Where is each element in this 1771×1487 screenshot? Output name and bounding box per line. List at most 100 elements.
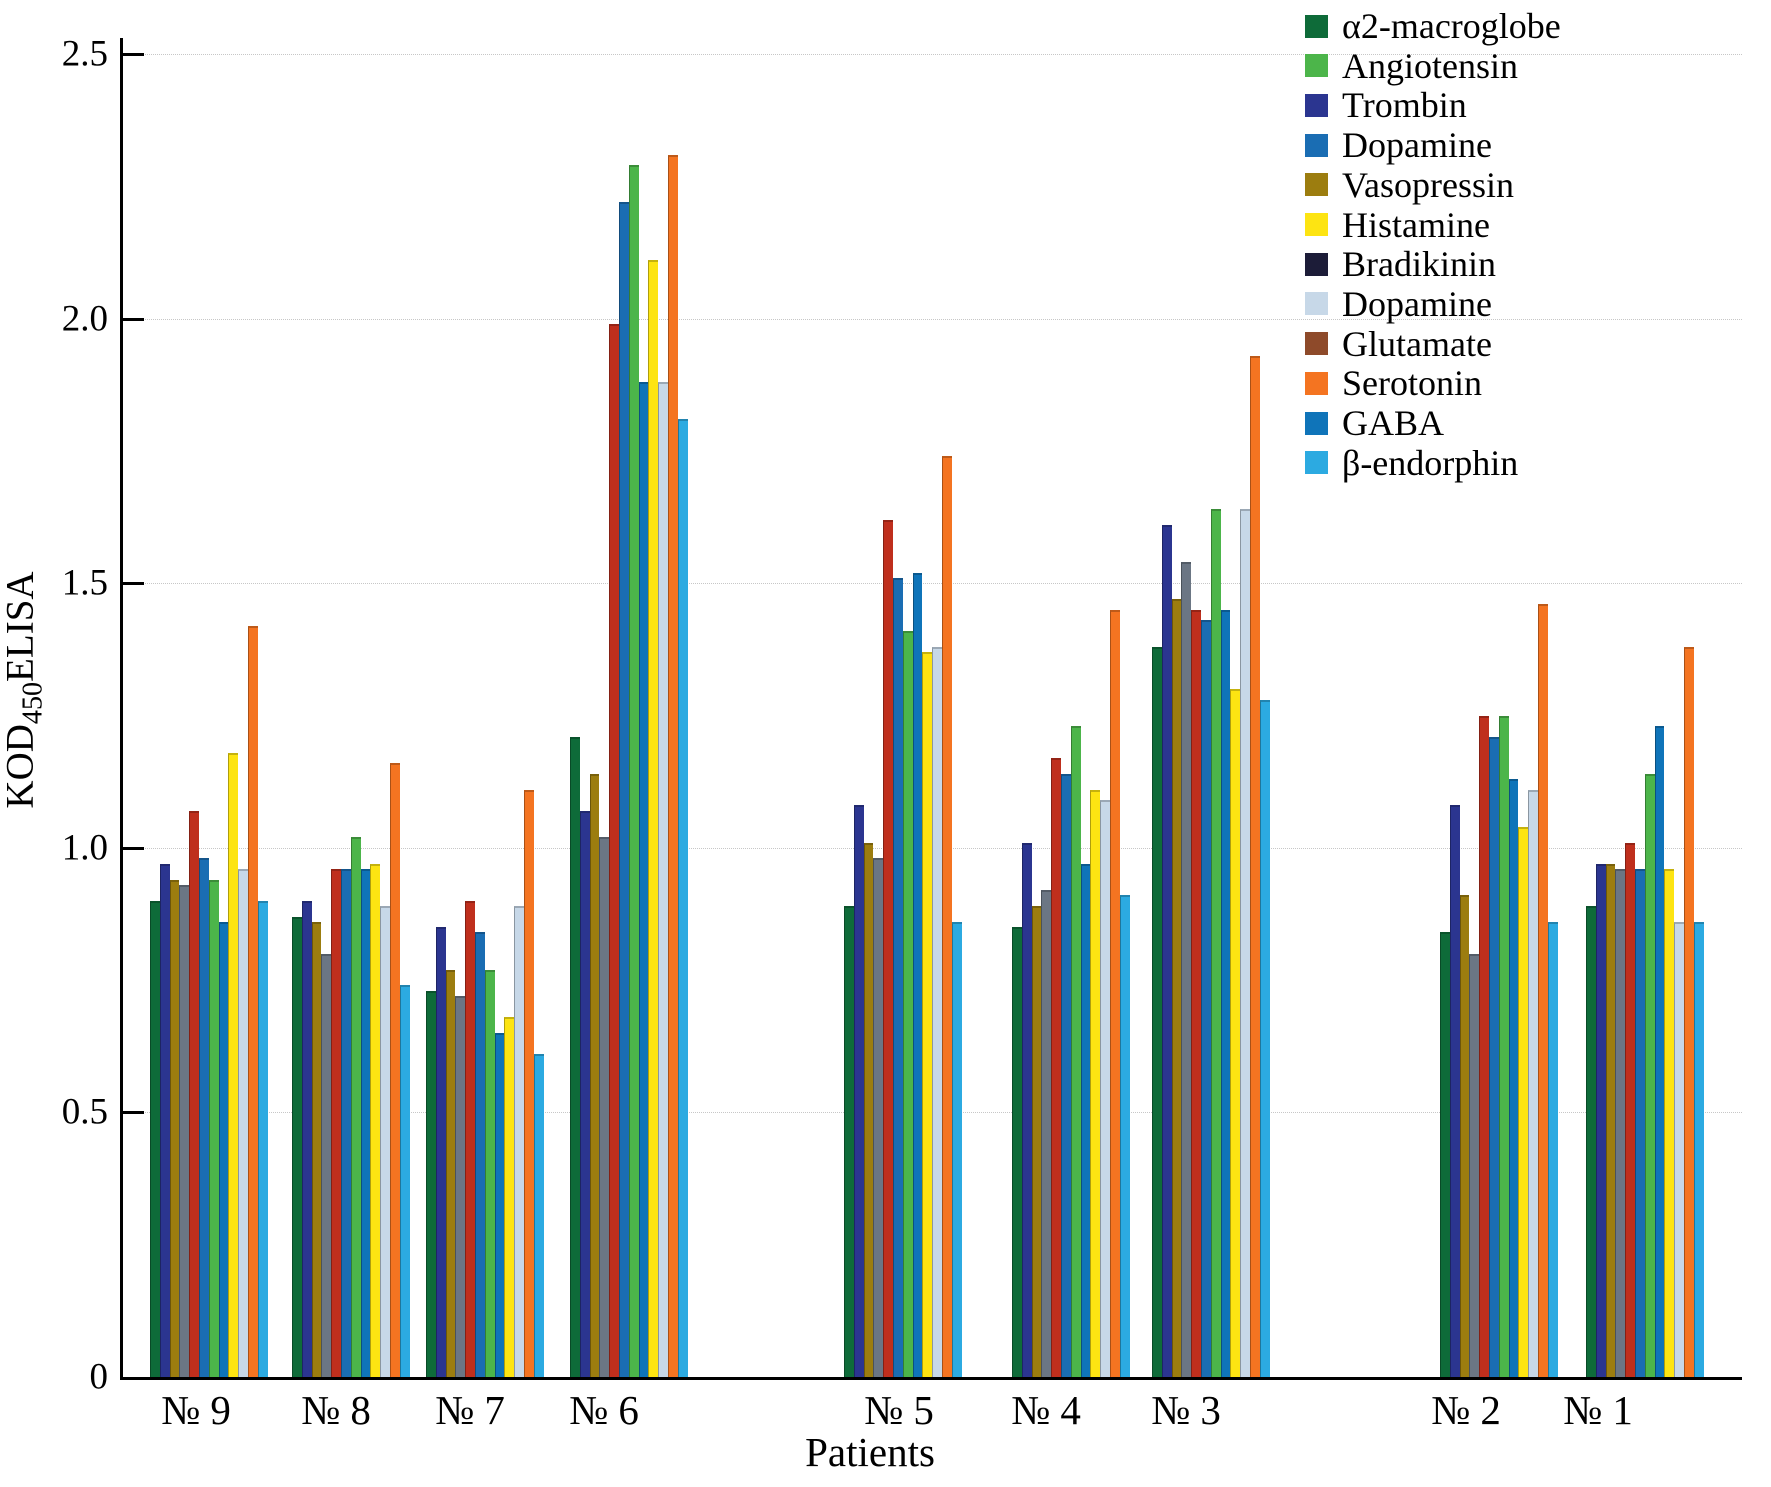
y-tick-label: 1.0 [61, 827, 108, 869]
bar [1654, 726, 1665, 1377]
bar [1547, 921, 1558, 1377]
legend-item: β-endorphin [1305, 443, 1518, 483]
bar [1110, 609, 1120, 1377]
bar [844, 906, 854, 1377]
bar [1201, 620, 1211, 1377]
x-axis-line [120, 1377, 1742, 1380]
bar [648, 260, 659, 1377]
bar [1230, 689, 1241, 1377]
legend-label: Histamine [1342, 204, 1490, 245]
bar [533, 1054, 544, 1377]
x-category-label: № 5 [864, 1387, 934, 1433]
bar [370, 863, 381, 1377]
bar [218, 921, 229, 1377]
y-tick-label: 2.5 [61, 33, 108, 75]
bar [1152, 646, 1162, 1377]
legend-label: Serotonin [1342, 363, 1482, 404]
legend-swatch [1305, 14, 1328, 38]
bar [951, 921, 962, 1377]
bar [1161, 524, 1172, 1377]
bar [628, 165, 639, 1377]
gridline [123, 583, 1742, 585]
bar [922, 651, 933, 1377]
legend-item: Angiotensin [1305, 46, 1518, 86]
y-tick-mark [122, 582, 144, 586]
bar [1100, 800, 1110, 1377]
bar [311, 921, 322, 1377]
bar [150, 900, 160, 1377]
y-tick-label: 0.5 [61, 1091, 108, 1133]
bar [1259, 699, 1270, 1377]
bar [524, 789, 534, 1377]
bar [1693, 921, 1704, 1377]
bar [1664, 868, 1675, 1377]
bar [1250, 355, 1260, 1377]
legend-item: α2-macroglobe [1305, 6, 1561, 46]
bar [1489, 736, 1499, 1377]
bar [893, 577, 903, 1377]
y-axis-title: KOD450ELISA [0, 571, 49, 808]
bar [863, 842, 874, 1377]
y-axis-title-sub: 450 [17, 681, 49, 725]
bar [1191, 609, 1201, 1377]
bar [426, 990, 436, 1377]
bar [465, 900, 475, 1377]
bar [1041, 890, 1052, 1377]
bar [619, 202, 629, 1377]
legend-swatch [1305, 451, 1328, 475]
bar [1080, 863, 1091, 1377]
bar [169, 879, 180, 1377]
bar [475, 932, 485, 1377]
legend-item: Trombin [1305, 85, 1467, 125]
bar [1518, 826, 1529, 1377]
bar [942, 456, 952, 1377]
legend-swatch [1305, 54, 1328, 78]
bar [208, 879, 219, 1377]
x-category-label: № 3 [1151, 1387, 1221, 1433]
y-tick-label: 1.5 [61, 562, 108, 604]
legend-label: Trombin [1342, 85, 1467, 126]
bar [1625, 842, 1635, 1377]
bar [873, 858, 884, 1377]
x-category-label: № 7 [435, 1387, 505, 1433]
x-category-label: № 1 [1563, 1387, 1633, 1433]
bar [1469, 953, 1480, 1377]
legend-swatch [1305, 371, 1328, 395]
x-category-label: № 4 [1011, 1387, 1081, 1433]
bar [638, 382, 649, 1377]
bar [1605, 863, 1616, 1377]
bar [1440, 932, 1450, 1377]
bar [331, 868, 341, 1377]
bar [350, 837, 361, 1377]
bar [668, 154, 678, 1377]
legend-label: Glutamate [1342, 323, 1492, 364]
bar [1090, 789, 1101, 1377]
bar [1240, 509, 1250, 1377]
bar [238, 868, 248, 1377]
legend-label: α2-macroglobe [1342, 6, 1561, 46]
legend-swatch [1305, 173, 1328, 197]
legend-label: Angiotensin [1342, 45, 1518, 86]
bar [445, 969, 456, 1377]
bar [570, 736, 580, 1377]
y-axis-line [120, 38, 123, 1380]
bar [1449, 805, 1460, 1377]
bar [484, 969, 495, 1377]
bar [1595, 863, 1606, 1377]
bar [321, 953, 332, 1377]
bar [301, 900, 312, 1377]
bar [257, 900, 268, 1377]
bar [189, 810, 199, 1377]
bar [292, 916, 302, 1377]
bar [599, 837, 610, 1377]
bar [399, 985, 410, 1377]
bar [494, 1033, 505, 1377]
bar [912, 572, 923, 1377]
legend-item: Dopamine [1305, 284, 1492, 324]
bar [853, 805, 864, 1377]
bar [1498, 715, 1509, 1377]
bar [199, 858, 209, 1377]
x-category-label: № 8 [301, 1387, 371, 1433]
bar [589, 773, 600, 1377]
